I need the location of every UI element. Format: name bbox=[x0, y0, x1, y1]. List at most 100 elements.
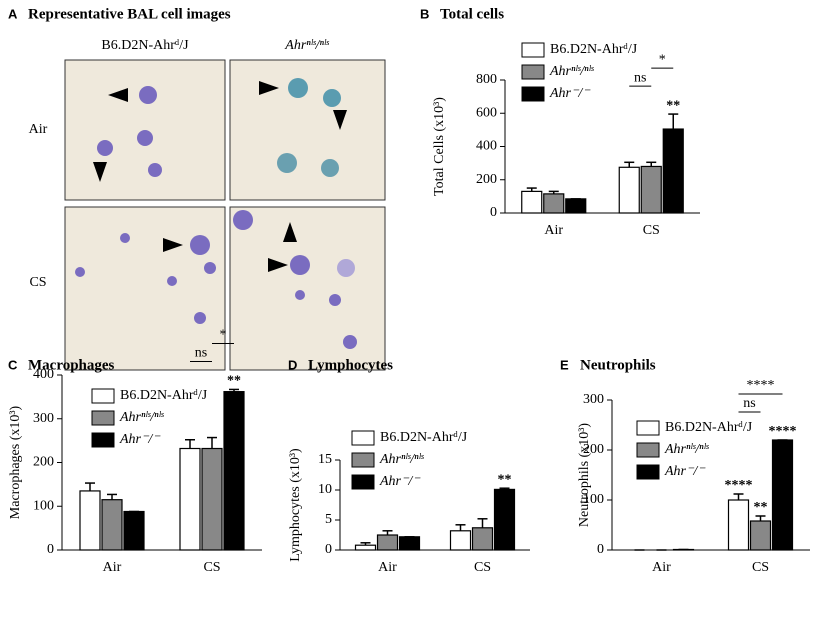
micrograph bbox=[64, 206, 226, 371]
legend-label: Ahr⁻/⁻ bbox=[549, 86, 591, 101]
cell bbox=[321, 159, 339, 177]
legend-swatch bbox=[91, 432, 115, 448]
bar bbox=[354, 544, 377, 551]
panel-letter: A bbox=[8, 6, 18, 21]
cell bbox=[288, 78, 308, 98]
row-label: Air bbox=[29, 122, 48, 137]
y-tick-label: 0 bbox=[325, 542, 332, 557]
legend-label: Ahr⁻/⁻ bbox=[119, 432, 161, 447]
y-tick-label: 800 bbox=[476, 72, 497, 87]
bar bbox=[101, 499, 123, 551]
cell bbox=[139, 86, 157, 104]
chart-title: Neutrophils bbox=[580, 357, 656, 373]
micrograph bbox=[229, 59, 386, 201]
legend-label: Ahr⁻/⁻ bbox=[379, 474, 421, 489]
bar bbox=[223, 391, 245, 551]
x-tick-label: CS bbox=[643, 223, 660, 238]
legend-swatch bbox=[351, 452, 375, 468]
annotation: ** bbox=[666, 98, 680, 113]
row-label: CS bbox=[29, 275, 46, 290]
annotation: ns bbox=[195, 346, 207, 361]
bar bbox=[398, 536, 421, 551]
legend-label: Ahrⁿˡˢ/ⁿˡˢ bbox=[119, 410, 164, 425]
annotation: ** bbox=[227, 374, 241, 389]
bar bbox=[771, 439, 794, 551]
bar bbox=[521, 190, 543, 214]
y-tick-label: 0 bbox=[47, 542, 54, 557]
bar bbox=[471, 527, 494, 551]
legend-label: B6.D2N-Ahrᵈ/J bbox=[665, 420, 753, 435]
arrow bbox=[108, 88, 128, 102]
cell bbox=[97, 140, 113, 156]
cell bbox=[148, 163, 162, 177]
arrow bbox=[93, 162, 107, 182]
x-tick-label: Air bbox=[652, 560, 671, 575]
bar bbox=[201, 447, 223, 551]
cell bbox=[295, 290, 305, 300]
bar bbox=[123, 510, 145, 551]
y-tick-label: 400 bbox=[33, 367, 54, 382]
bar bbox=[565, 198, 587, 214]
cell bbox=[75, 267, 85, 277]
x-tick-label: Air bbox=[103, 560, 122, 575]
arrow bbox=[268, 258, 288, 272]
y-tick-label: 400 bbox=[476, 139, 497, 154]
cell bbox=[290, 255, 310, 275]
legend-label: Ahrⁿˡˢ/ⁿˡˢ bbox=[664, 442, 709, 457]
arrow bbox=[163, 238, 183, 252]
micrographs bbox=[64, 59, 386, 371]
bar bbox=[727, 499, 750, 551]
arrow bbox=[333, 110, 347, 130]
x-tick-label: CS bbox=[752, 560, 769, 575]
panel-letter: C bbox=[8, 357, 18, 372]
bar bbox=[749, 520, 772, 551]
annotation: ns bbox=[634, 70, 646, 85]
chart-title: Lymphocytes bbox=[308, 357, 393, 373]
bar bbox=[543, 193, 565, 214]
bar bbox=[179, 447, 201, 551]
cell bbox=[233, 210, 253, 230]
y-tick-label: 300 bbox=[33, 411, 54, 426]
bar bbox=[493, 488, 516, 551]
bar bbox=[618, 166, 640, 214]
y-tick-label: 5 bbox=[325, 512, 332, 527]
y-tick-label: 300 bbox=[583, 392, 604, 407]
panel-letter: E bbox=[560, 357, 569, 372]
y-tick-label: 200 bbox=[33, 455, 54, 470]
legend-label: Ahrⁿˡˢ/ⁿˡˢ bbox=[379, 452, 424, 467]
x-tick-label: Air bbox=[378, 560, 397, 575]
annotation: * bbox=[220, 328, 227, 343]
cell bbox=[323, 89, 341, 107]
annotation: ** bbox=[498, 472, 512, 487]
annotation: ** bbox=[754, 500, 768, 515]
legend-swatch bbox=[91, 410, 115, 426]
bar bbox=[672, 548, 695, 551]
y-tick-label: 200 bbox=[476, 172, 497, 187]
y-tick-label: 600 bbox=[476, 105, 497, 120]
cell bbox=[194, 312, 206, 324]
legend-label: B6.D2N-Ahrᵈ/J bbox=[380, 430, 468, 445]
y-tick-label: 15 bbox=[318, 452, 332, 467]
legend-label: Ahrⁿˡˢ/ⁿˡˢ bbox=[549, 64, 594, 79]
legend-swatch bbox=[351, 474, 375, 490]
cell bbox=[337, 259, 355, 277]
cell bbox=[167, 276, 177, 286]
annotation: ns bbox=[743, 396, 755, 411]
legend-swatch bbox=[636, 420, 660, 436]
bar bbox=[640, 165, 662, 214]
legend-label: B6.D2N-Ahrᵈ/J bbox=[550, 42, 638, 57]
legend-swatch bbox=[636, 464, 660, 480]
legend-swatch bbox=[521, 64, 545, 80]
y-axis-label: Lymphocytes (x10³) bbox=[288, 448, 303, 562]
arrows bbox=[93, 81, 347, 272]
y-tick-label: 10 bbox=[318, 482, 332, 497]
legend-swatch bbox=[636, 442, 660, 458]
bar bbox=[79, 490, 101, 551]
panel-title: Representative BAL cell images bbox=[28, 6, 231, 22]
bar bbox=[662, 128, 684, 214]
y-tick-label: 200 bbox=[583, 442, 604, 457]
cell bbox=[343, 335, 357, 349]
cell bbox=[329, 294, 341, 306]
y-tick-label: 100 bbox=[583, 492, 604, 507]
